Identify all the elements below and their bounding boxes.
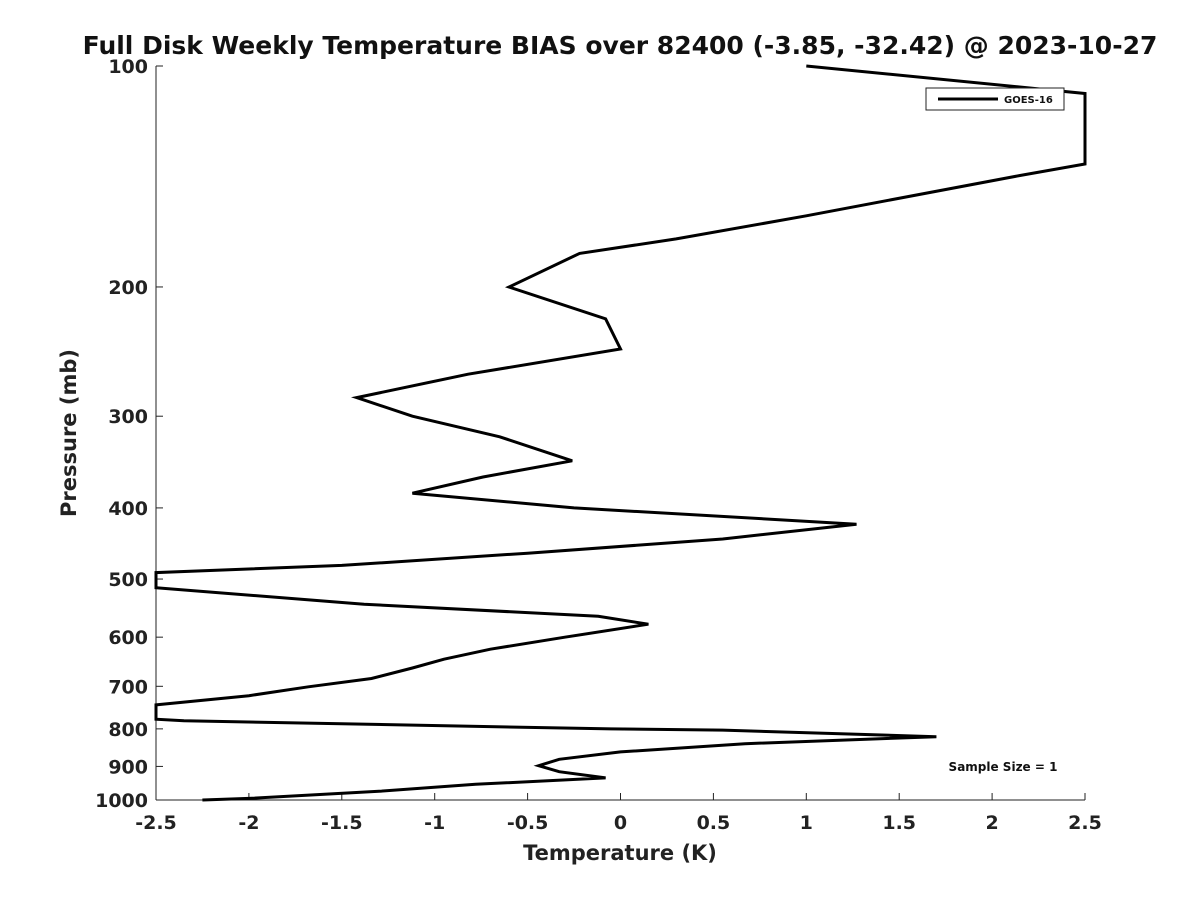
y-tick-label: 900 [108,756,148,778]
y-tick-label: 200 [108,277,148,299]
x-ticks: -2.5 -2 -1.5 -1 -0.5 0 0.5 1 1.5 2 2.5 [135,793,1102,834]
x-tick-label: 1 [800,812,813,834]
y-tick-label: 500 [108,569,148,591]
x-tick-label: -2 [238,812,259,834]
x-tick-label: -1 [424,812,445,834]
x-tick-label: -2.5 [135,812,177,834]
x-tick-label: 0 [614,812,627,834]
legend-label: GOES-16 [1004,95,1053,106]
x-tick-label: 2 [985,812,998,834]
y-tick-label: 800 [108,719,148,741]
legend: GOES-16 [925,87,1065,111]
y-tick-label: 1000 [95,790,148,812]
y-axis-label: Pressure (mb) [57,349,81,517]
y-tick-label: 400 [108,498,148,520]
y-tick-label: 100 [108,56,148,78]
y-tick-label: 300 [108,406,148,428]
x-tick-label: 2.5 [1068,812,1102,834]
y-tick-label: 600 [108,627,148,649]
x-tick-label: -0.5 [507,812,549,834]
series-line-goes-16 [154,64,1087,802]
y-tick-label: 700 [108,676,148,698]
x-axis-label: Temperature (K) [523,841,717,865]
y-ticks: 100 200 300 400 500 600 700 800 900 1000 [95,56,163,812]
x-tick-label: 0.5 [697,812,731,834]
x-tick-label: 1.5 [882,812,916,834]
chart-title: Full Disk Weekly Temperature BIAS over 8… [83,31,1158,60]
x-tick-label: -1.5 [321,812,363,834]
series-layer [154,64,1087,802]
sample-size-annotation: Sample Size = 1 [949,760,1058,774]
